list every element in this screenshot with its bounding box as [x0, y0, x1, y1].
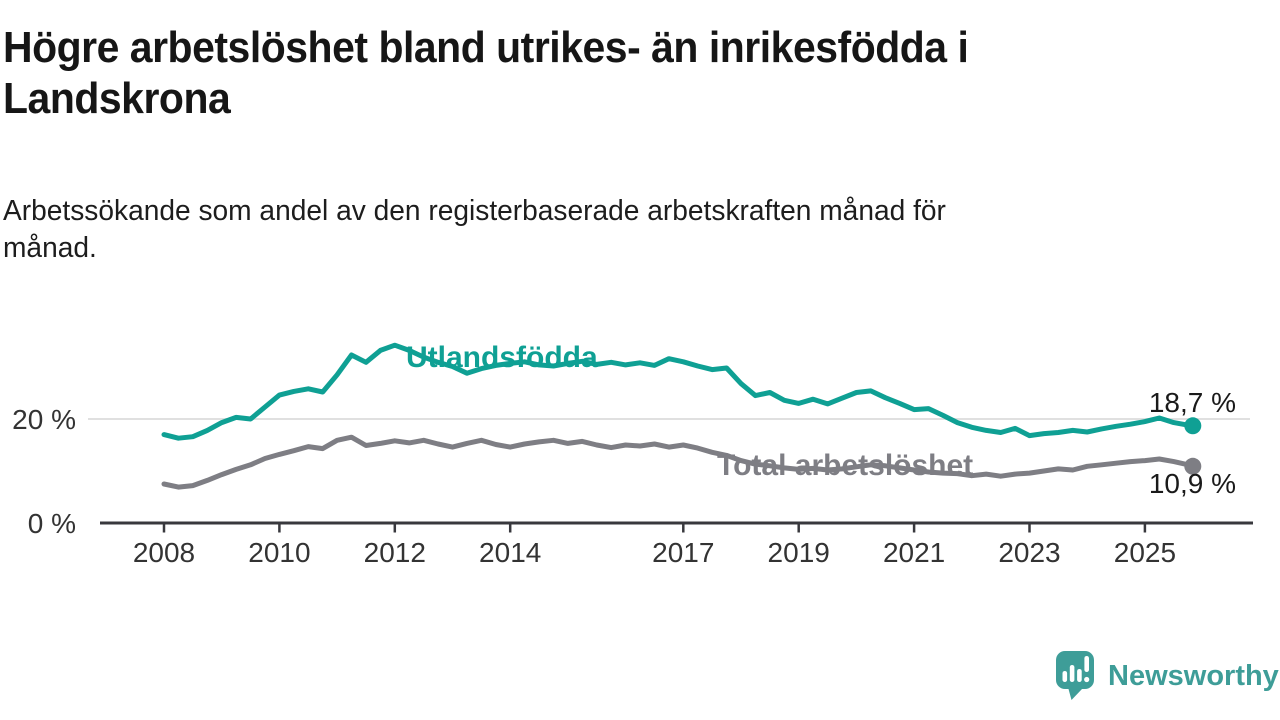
- x-tick-label-2008: 2008: [133, 537, 195, 568]
- x-tick-label-2014: 2014: [479, 537, 541, 568]
- y-axis-label-20: 20 %: [12, 404, 76, 435]
- end-value-label-total-arbetsloshet: 10,9 %: [1149, 468, 1236, 499]
- x-tick-label-2010: 2010: [248, 537, 310, 568]
- x-tick-label-2025: 2025: [1114, 537, 1176, 568]
- series-label-total-arbetsloshet: Total arbetslöshet: [717, 449, 973, 482]
- page-title: Högre arbetslöshet bland utrikes- än inr…: [3, 23, 969, 124]
- series-lines: [161, 342, 1202, 490]
- x-tick-label-2019: 2019: [768, 537, 830, 568]
- newsworthy-logo: Newsworthy: [1056, 651, 1279, 700]
- page-subtitle: Arbetssökande som andel av den registerb…: [3, 195, 946, 265]
- x-axis-ticks: 2008 2010 2012 2014 2017 2019 2021 2023 2025: [133, 523, 1176, 568]
- endpoint-dot-1: [1184, 457, 1202, 475]
- end-value-label-utlandsfodda: 18,7 %: [1149, 387, 1236, 418]
- x-tick-label-2023: 2023: [998, 537, 1060, 568]
- line-series-0-utlandsf-dda: [161, 342, 1196, 441]
- series-label-utlandsfodda: Utlandsfödda: [406, 341, 598, 374]
- y-axis-label-0: 0 %: [28, 508, 76, 539]
- logo-bar-chart-icon: [1062, 656, 1090, 683]
- x-tick-label-2021: 2021: [883, 537, 945, 568]
- endpoint-dot-0: [1184, 417, 1202, 435]
- brand-name: Newsworthy: [1108, 660, 1279, 692]
- x-tick-label-2017: 2017: [652, 537, 714, 568]
- x-tick-label-2012: 2012: [364, 537, 426, 568]
- line-series-1-total-arbetsl-shet: [161, 434, 1196, 490]
